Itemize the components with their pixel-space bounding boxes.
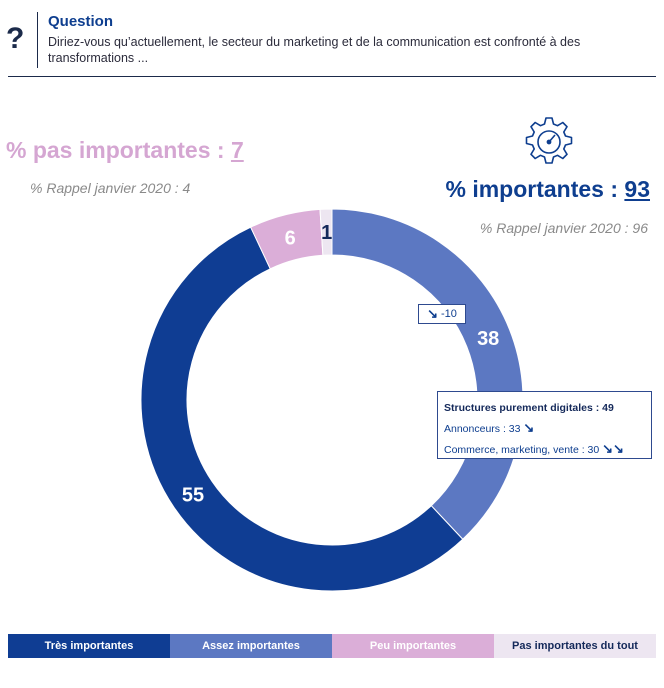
chart-legend: Très importantes Assez importantes Peu imp… [8, 634, 656, 658]
donut-label-très-importantes: 55 [182, 484, 204, 506]
pas-importantes-label: % pas importantes : [6, 137, 231, 163]
importantes-value: 93 [624, 176, 650, 202]
pas-importantes-total: % pas importantes : 7 [6, 137, 244, 164]
callout-row-commerce: Commerce, marketing, vente : 30 ↘↘ [444, 439, 645, 460]
question-header: ? Question Diriez-vous qu’actuellement, … [0, 0, 664, 80]
pas-importantes-value: 7 [230, 137, 244, 163]
donut-label-assez-importantes: 38 [477, 328, 499, 350]
callout-row-commerce-text: Commerce, marketing, vente : 30 [444, 444, 600, 456]
donut-slice-très-importantes [140, 226, 464, 592]
legend-item-très-importantes: Très importantes [8, 634, 170, 658]
donut-slice-assez-importantes [331, 208, 524, 540]
callout-row-annonceurs-text: Annonceurs : 33 [444, 423, 521, 435]
arrow-down-right-icon: ↘ [523, 420, 535, 435]
question-title: Question [48, 13, 114, 30]
legend-item-assez-importantes: Assez importantes [170, 634, 332, 658]
arrow-down-right-icon: ↘ [427, 306, 438, 321]
double-arrow-down-right-icon: ↘↘ [602, 441, 624, 456]
importantes-total: % importantes : 93 [445, 176, 650, 203]
pas-importantes-rappel: % Rappel janvier 2020 : 4 [30, 180, 191, 196]
callout-title: Structures purement digitales : 49 [444, 402, 614, 414]
gear-gauge-icon [525, 117, 573, 164]
importantes-rappel: % Rappel janvier 2020 : 96 [479, 220, 648, 236]
digital-structures-callout: Structures purement digitales : 49 Annon… [437, 391, 652, 459]
header-divider [37, 12, 38, 68]
delta-badge: ↘ -10 [418, 304, 466, 324]
question-text: Diriez-vous qu’actuellement, le secteur … [48, 35, 581, 65]
donut-label-peu-importantes: 6 [285, 227, 296, 249]
legend-item-peu-importantes: Peu importantes [332, 634, 494, 658]
callout-row-annonceurs: Annonceurs : 33 ↘ [444, 418, 645, 439]
header-rule [8, 76, 656, 77]
importantes-label: % importantes : [445, 176, 625, 202]
donut-label-pas-importantes-du-tout: 1 [321, 222, 332, 244]
delta-value: -10 [441, 308, 457, 320]
question-icon: ? [6, 22, 25, 55]
legend-item-pas-importantes-du-tout: Pas importantes du tout [494, 634, 656, 658]
donut-slice-pas-importantes-du-tout [319, 208, 333, 256]
